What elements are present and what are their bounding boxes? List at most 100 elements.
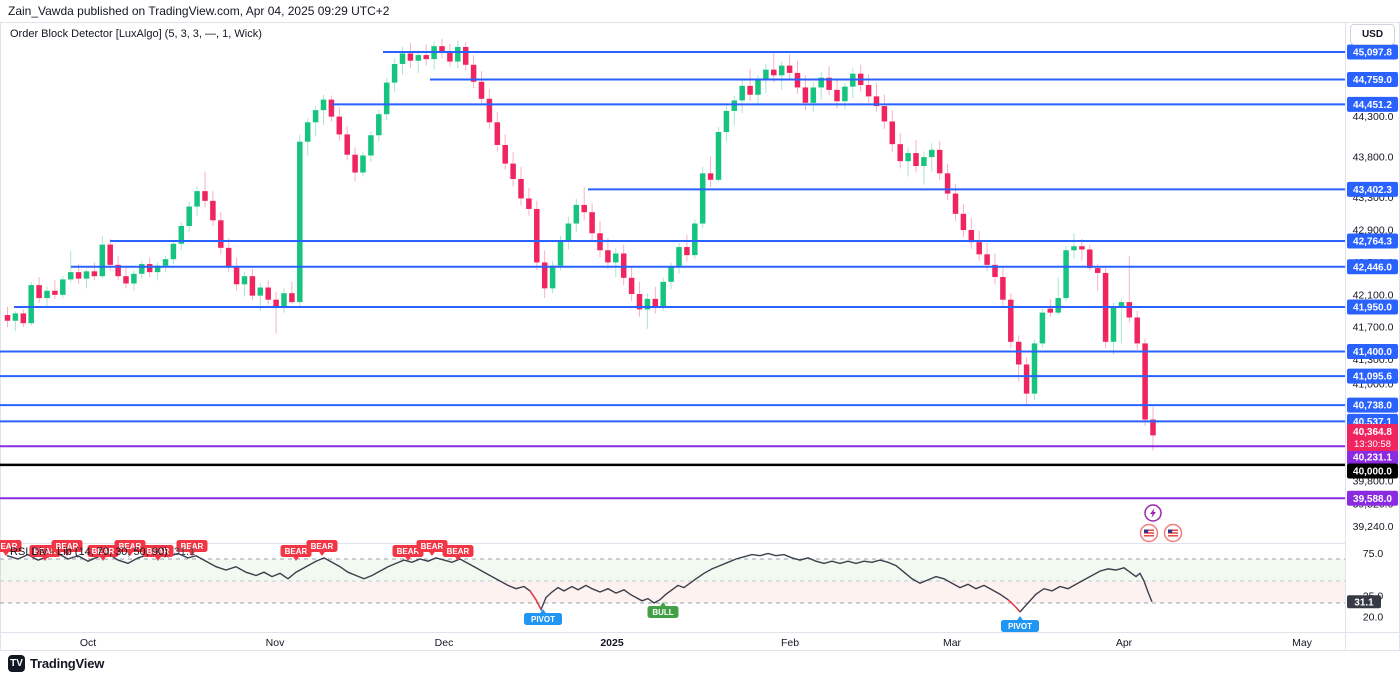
tradingview-wordmark: TradingView [30,656,105,671]
candle-body [178,225,185,244]
candle-body [834,89,840,102]
order-block-price-label: 41,950.0 [1353,302,1392,313]
candle-body [518,178,524,199]
candle-body [589,212,595,234]
candle-body [802,87,809,103]
bear-tag-pointer [63,551,71,556]
rsi-line [6,551,1153,613]
candle-body [1150,419,1156,436]
candle-body [249,276,256,296]
rsi-divergence-segment [529,590,542,610]
rsi-indicator-legend[interactable]: RSI Div - Lib (14, 70, 30, 50, 90) 31.1 [10,546,195,558]
candle-body [304,122,311,142]
bear-tag-pointer [404,556,412,561]
candle-body [91,271,98,277]
current-price-label: 40,364.8 [1353,427,1392,438]
candle-body [328,99,335,117]
main-indicator-legend[interactable]: Order Block Detector [LuxAlgo] (5, 3, 3,… [10,28,262,40]
candle-body [12,313,19,321]
candle-body [60,279,66,295]
candle-body [99,244,106,277]
candle-body [660,281,666,307]
candle-body [921,157,927,167]
candle-body [146,264,153,273]
price-tick-label: 39,240.0 [1353,521,1394,533]
candle-body [1047,308,1054,313]
candle-body [1000,277,1006,300]
candle-body [423,55,429,60]
candle-body [36,285,42,299]
candle-body [44,290,50,299]
candle-body [613,253,619,263]
candle-body [115,264,121,277]
flag-canton [1168,529,1173,533]
flag-stripe [1168,535,1178,537]
time-axis-label: Oct [80,637,96,649]
time-axis-label: Nov [266,637,285,649]
order-block-price-label: 40,537.1 [1353,417,1392,428]
candle-body [952,193,959,214]
candle-body [502,144,508,164]
candle-body [1142,343,1148,420]
candle-body [336,116,343,135]
time-axis-label: Mar [943,637,962,649]
bear-tag-bg [51,540,83,552]
pivot-tag-pointer [1016,616,1024,621]
bear-tag-bg [0,540,22,552]
bear-tag: BEAR [447,547,470,556]
price-tick-label: 44,300.0 [1353,111,1394,123]
candle-body [494,122,501,145]
order-block-price-label-bg [1347,463,1398,479]
candle-body [131,273,137,284]
order-block-price-label: 40,000.0 [1353,467,1392,478]
candle-body [510,163,516,179]
candle-body [557,241,564,266]
candle-body [383,82,390,115]
rsi-lower-band [0,581,1345,603]
candle-body [1079,246,1085,250]
candle-body [75,272,82,279]
candle-body [715,132,722,180]
order-block-price-label: 44,759.0 [1353,75,1392,86]
candle-body [968,230,975,243]
rsi-value-badge: 31.1 [1354,597,1374,608]
candle-body [139,264,145,274]
candle-body [67,272,74,280]
candle-body [1110,306,1117,342]
bull-tag-pointer [659,602,667,607]
candle-body [873,96,880,107]
rsi-legend-value: 31.1 [173,546,196,558]
pivot-tag: PIVOT [1008,622,1032,631]
candle-body [439,46,445,53]
bear-tag-pointer [292,556,300,561]
candle-body [162,259,169,266]
candle-body [699,173,706,224]
price-tick-label: 39,800.0 [1353,476,1394,488]
candle-body [107,244,113,265]
bear-tag: BEAR [285,547,308,556]
candle-body [763,69,769,80]
order-block-price-label-bg [1347,299,1398,315]
candle-body [707,173,714,180]
candle-body [470,64,477,82]
candle-body [739,85,745,101]
candle-body [549,265,556,289]
order-block-price-label-bg [1347,490,1398,506]
currency-usd-button[interactable]: USD [1350,24,1395,45]
candle-body [225,247,232,267]
candle-body [1126,302,1133,318]
candle-body [257,287,264,296]
candle-body [447,52,453,62]
order-block-price-label: 42,446.0 [1353,262,1392,273]
bear-tag: BEAR [56,542,79,551]
order-block-price-label-bg [1347,449,1398,465]
candle-body [1071,246,1077,251]
candle-body [628,277,635,295]
tradingview-logo-icon: TV [8,655,25,672]
candle-body [786,65,793,73]
order-block-price-label: 41,400.0 [1353,347,1392,358]
bear-tag: BEAR [311,542,334,551]
tradingview-logo[interactable]: TV TradingView [8,655,104,672]
candle-body [652,298,659,307]
